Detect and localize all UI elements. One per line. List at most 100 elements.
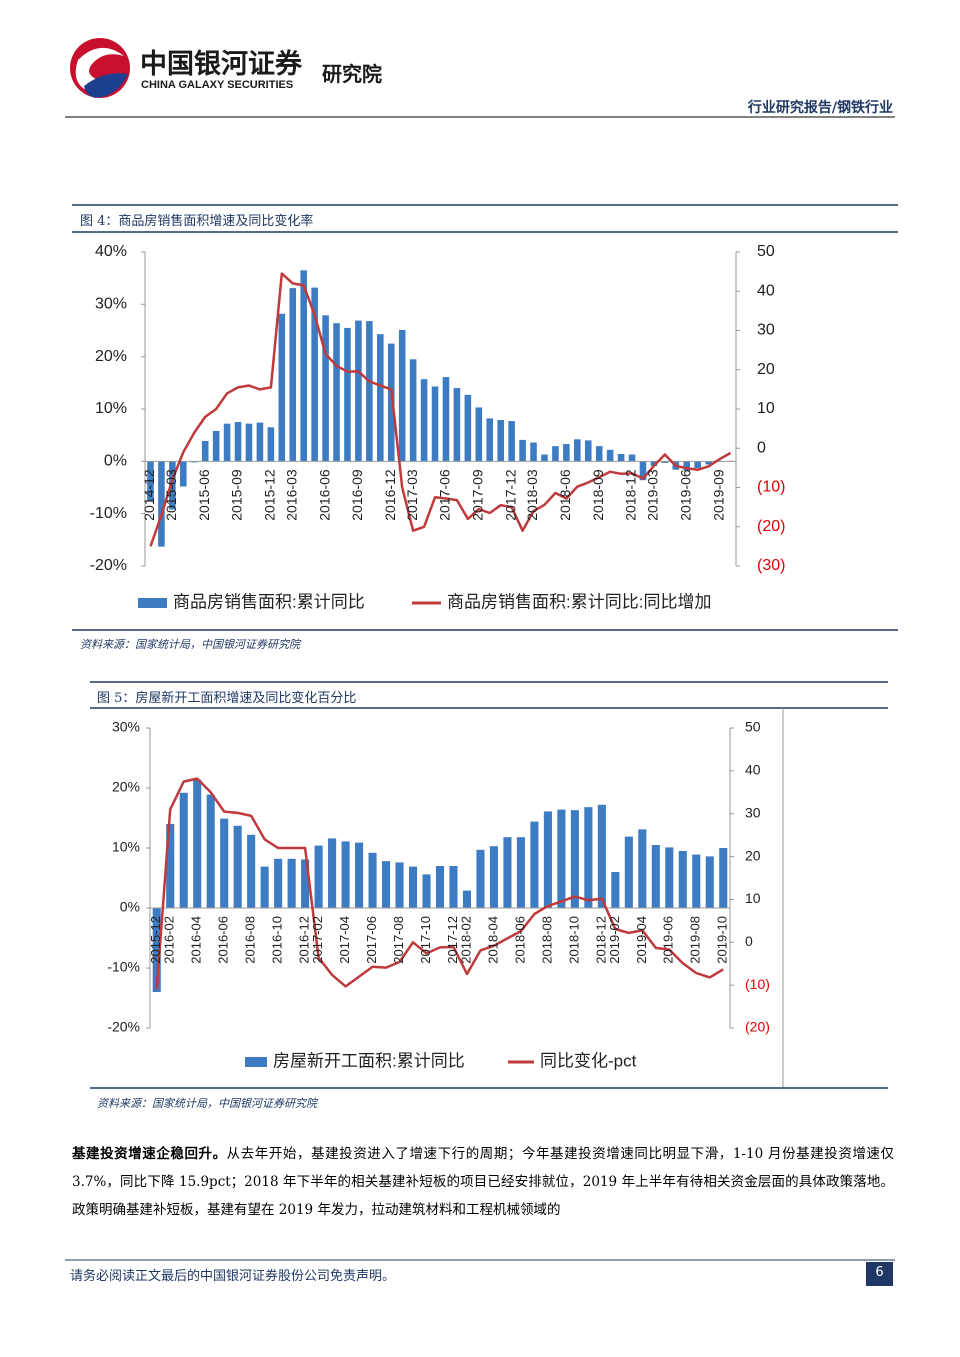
bar bbox=[541, 454, 548, 462]
bar bbox=[628, 454, 636, 462]
bar bbox=[287, 858, 296, 908]
legend-swatch bbox=[245, 1057, 267, 1067]
y-tick-label: 0% bbox=[104, 453, 127, 470]
bar bbox=[158, 461, 165, 547]
bar bbox=[476, 849, 485, 908]
x-tick-label: 2018-12 bbox=[593, 916, 608, 964]
bar bbox=[169, 461, 176, 510]
x-tick-label: 2019-02 bbox=[607, 916, 622, 964]
bar bbox=[719, 848, 728, 908]
figure-caption: 图 5：房屋新开工面积增速及同比变化百分比 bbox=[97, 691, 357, 706]
bar bbox=[382, 861, 391, 908]
paragraph-text: 从去年开始，基建投资进入了增速下行的周期；今年基建投资增速同比明显下滑，1-10… bbox=[72, 1146, 895, 1218]
y2-tick-label: 10 bbox=[757, 400, 775, 417]
bar bbox=[409, 359, 417, 462]
bar bbox=[678, 851, 687, 908]
bar bbox=[387, 343, 395, 462]
x-tick-label: 2017-12 bbox=[445, 916, 460, 964]
y2-tick-label: 20 bbox=[745, 847, 761, 863]
bar bbox=[322, 315, 329, 462]
x-tick-label: 2017-10 bbox=[418, 916, 433, 964]
bar bbox=[223, 423, 231, 462]
bar bbox=[179, 792, 188, 908]
bar bbox=[611, 872, 620, 908]
bar bbox=[651, 845, 660, 908]
x-tick-label: 2018-02 bbox=[458, 916, 473, 964]
x-tick-label: 2015-09 bbox=[229, 469, 245, 521]
x-tick-label: 2019-08 bbox=[688, 916, 703, 964]
bar bbox=[570, 810, 579, 908]
bar bbox=[442, 377, 450, 462]
bar bbox=[395, 862, 404, 908]
bar bbox=[314, 845, 323, 908]
y2-tick-label: 40 bbox=[757, 282, 775, 299]
x-tick-label: 2018-04 bbox=[485, 916, 500, 964]
page-number-box bbox=[866, 1262, 893, 1286]
x-tick-label: 2018-08 bbox=[539, 916, 554, 964]
bar bbox=[220, 818, 229, 908]
brand-cn: 中国银河证券 bbox=[140, 49, 302, 80]
x-tick-label: 2016-09 bbox=[349, 469, 365, 521]
y-tick-label: 10% bbox=[112, 839, 140, 855]
bar bbox=[519, 439, 526, 462]
y2-tick-label: (10) bbox=[757, 479, 785, 496]
y2-tick-label: 20 bbox=[757, 361, 775, 378]
bar bbox=[665, 847, 674, 908]
bar bbox=[355, 320, 362, 462]
bar bbox=[267, 427, 275, 462]
brand-en: CHINA GALAXY SECURITIES bbox=[141, 79, 294, 91]
x-tick-label: 2017-02 bbox=[310, 916, 325, 964]
x-tick-label: 2019-06 bbox=[661, 916, 676, 964]
bar bbox=[694, 461, 701, 469]
x-tick-label: 2015-03 bbox=[163, 469, 179, 521]
x-tick-label: 2016-10 bbox=[270, 916, 285, 964]
bar bbox=[341, 841, 350, 908]
paragraph-lead: 基建投资增速企稳回升。 bbox=[72, 1146, 227, 1162]
y2-tick-label: (20) bbox=[745, 1019, 770, 1035]
x-tick-label: 2017-08 bbox=[391, 916, 406, 964]
bar bbox=[462, 890, 472, 908]
bar bbox=[408, 866, 418, 908]
bar bbox=[201, 440, 209, 462]
x-tick-label: 2016-04 bbox=[189, 916, 204, 964]
x-tick-label: 2016-03 bbox=[283, 469, 299, 521]
bar bbox=[311, 287, 318, 462]
section: 行业研究报告/钢铁行业 bbox=[747, 100, 893, 116]
x-tick-label: 2019-04 bbox=[634, 916, 649, 964]
y-tick-label: -20% bbox=[90, 557, 127, 574]
y-tick-label: 0% bbox=[120, 899, 140, 915]
y-tick-label: -10% bbox=[107, 959, 140, 975]
x-tick-label: 2016-08 bbox=[243, 916, 258, 964]
bar bbox=[497, 419, 504, 462]
x-tick-label: 2017-04 bbox=[337, 916, 352, 964]
y-tick-label: 30% bbox=[95, 296, 127, 313]
bar bbox=[683, 461, 691, 471]
y-tick-label: 40% bbox=[95, 243, 127, 260]
x-tick-label: 2017-12 bbox=[502, 469, 518, 521]
bar bbox=[638, 829, 647, 908]
bar bbox=[639, 461, 647, 481]
bar bbox=[705, 461, 712, 465]
x-tick-label: 2017-09 bbox=[470, 469, 486, 521]
bar bbox=[180, 461, 187, 487]
bar bbox=[344, 327, 351, 462]
x-tick-label: 2018-09 bbox=[590, 469, 606, 521]
x-tick-label: 2019-09 bbox=[710, 469, 726, 521]
y2-tick-label: 10 bbox=[745, 890, 761, 906]
bar bbox=[543, 811, 552, 908]
y2-tick-label: 40 bbox=[745, 762, 761, 778]
x-tick-label: 2018-06 bbox=[557, 469, 573, 521]
y2-tick-label: 50 bbox=[745, 719, 761, 735]
y2-tick-label: 0 bbox=[757, 439, 766, 456]
bar bbox=[486, 418, 494, 462]
bar bbox=[692, 854, 701, 908]
bar bbox=[552, 446, 559, 462]
x-tick-label: 2018-03 bbox=[524, 469, 540, 521]
bar bbox=[206, 794, 215, 908]
disclaimer: 请务必阅读正文最后的中国银河证券股份公司免责声明。 bbox=[70, 1269, 396, 1284]
bar bbox=[422, 874, 431, 908]
bar bbox=[278, 313, 286, 462]
bar bbox=[595, 446, 603, 462]
bar bbox=[584, 440, 592, 462]
